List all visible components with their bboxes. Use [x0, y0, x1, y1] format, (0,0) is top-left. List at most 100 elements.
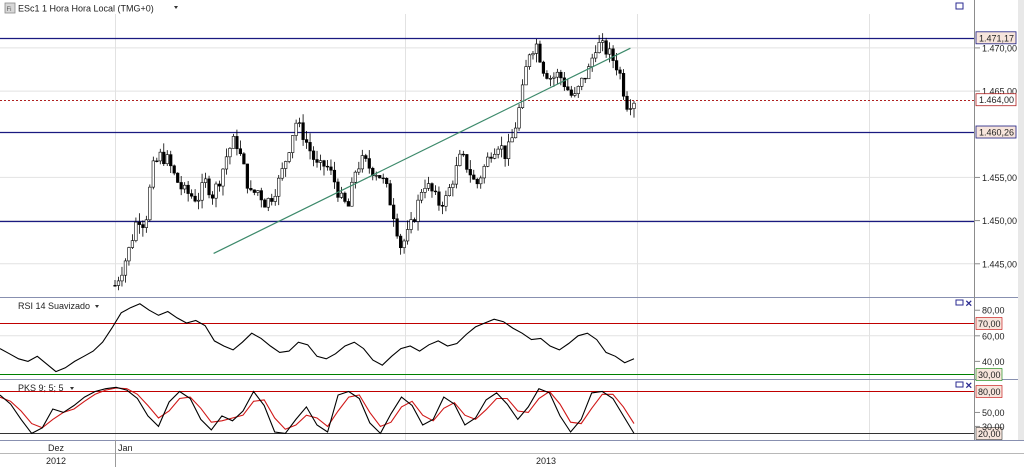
candle[interactable] — [231, 133, 236, 149]
pks-d-line[interactable] — [0, 387, 635, 430]
candle[interactable] — [207, 175, 211, 199]
candle[interactable] — [454, 156, 458, 189]
candle[interactable] — [416, 194, 420, 231]
candle[interactable] — [350, 177, 354, 207]
candle[interactable] — [141, 220, 145, 237]
candle[interactable] — [228, 147, 232, 165]
candle[interactable] — [548, 75, 553, 87]
candle[interactable] — [294, 119, 298, 141]
pks-header[interactable]: PKS 9; 5; 5 — [18, 383, 74, 393]
maximize-icon[interactable] — [955, 381, 964, 388]
candle[interactable] — [263, 198, 267, 208]
candle[interactable] — [336, 178, 340, 202]
trendline[interactable] — [213, 47, 631, 254]
candle[interactable] — [513, 122, 518, 139]
candle[interactable] — [531, 50, 535, 60]
candle[interactable] — [242, 152, 246, 165]
candle[interactable] — [433, 185, 438, 195]
candle[interactable] — [123, 258, 128, 283]
candle[interactable] — [472, 169, 476, 180]
candle[interactable] — [479, 175, 483, 189]
candle[interactable] — [315, 150, 319, 168]
candle[interactable] — [587, 63, 591, 80]
candle[interactable] — [409, 211, 413, 234]
candle[interactable] — [325, 160, 330, 171]
candle[interactable] — [621, 69, 626, 100]
candle[interactable] — [594, 45, 598, 63]
candle[interactable] — [186, 181, 190, 202]
rsi-header[interactable]: RSI 14 Suavizado — [18, 301, 99, 311]
candle[interactable] — [632, 100, 636, 118]
candle[interactable] — [576, 85, 580, 98]
candle[interactable] — [162, 143, 166, 167]
candle[interactable] — [343, 191, 347, 204]
candle[interactable] — [500, 136, 504, 158]
candle[interactable] — [412, 217, 417, 223]
candle[interactable] — [291, 135, 295, 159]
candle[interactable] — [217, 180, 222, 192]
candle[interactable] — [618, 66, 622, 80]
candle[interactable] — [127, 246, 131, 266]
candle[interactable] — [538, 40, 542, 63]
candle[interactable] — [510, 129, 514, 143]
candle[interactable] — [196, 192, 201, 210]
candle[interactable] — [461, 150, 465, 157]
candle[interactable] — [423, 179, 427, 199]
candle[interactable] — [238, 140, 242, 156]
candle[interactable] — [562, 72, 566, 91]
candle[interactable] — [116, 276, 121, 291]
candle[interactable] — [364, 153, 368, 162]
candle[interactable] — [569, 85, 573, 98]
candle[interactable] — [517, 104, 521, 131]
candle[interactable] — [277, 174, 281, 206]
dropdown-caret-icon[interactable] — [70, 387, 74, 390]
close-icon[interactable]: ✕ — [965, 381, 973, 391]
horizontal-lines[interactable] — [0, 37, 974, 223]
candle[interactable] — [249, 180, 253, 192]
pks-k-line[interactable] — [0, 386, 635, 435]
main-chart-header[interactable]: Fi ESc1 1 Hora Hora Local (TMG+0) — [4, 2, 178, 14]
candle[interactable] — [520, 79, 525, 110]
candle[interactable] — [256, 189, 260, 196]
candle[interactable] — [172, 164, 176, 176]
candle[interactable] — [527, 53, 532, 70]
candle[interactable] — [200, 173, 204, 209]
candle[interactable] — [458, 149, 462, 167]
candle[interactable] — [193, 189, 197, 203]
candle[interactable] — [259, 187, 263, 208]
candle[interactable] — [475, 177, 479, 189]
maximize-icon[interactable] — [955, 2, 964, 10]
candle[interactable] — [311, 146, 316, 167]
candle[interactable] — [322, 159, 326, 176]
candle[interactable] — [148, 184, 152, 222]
candle[interactable] — [280, 162, 284, 181]
candle[interactable] — [224, 148, 229, 175]
dropdown-caret-icon[interactable] — [95, 305, 99, 308]
candle[interactable] — [308, 133, 312, 160]
candle[interactable] — [482, 164, 486, 184]
candle[interactable] — [614, 53, 619, 76]
candle[interactable] — [628, 99, 633, 116]
candle[interactable] — [419, 188, 424, 204]
candle[interactable] — [301, 114, 305, 146]
candle[interactable] — [270, 193, 274, 206]
candle[interactable] — [545, 70, 549, 80]
candle[interactable] — [113, 280, 117, 287]
candle[interactable] — [534, 38, 539, 63]
candle[interactable] — [176, 172, 180, 183]
time-axis[interactable]: Dez Jan 2012 2013 — [46, 440, 556, 467]
candle[interactable] — [430, 182, 434, 198]
candle[interactable] — [273, 189, 277, 206]
candle[interactable] — [399, 233, 403, 255]
candle[interactable] — [437, 186, 441, 211]
close-icon[interactable]: ✕ — [965, 299, 973, 309]
candle[interactable] — [346, 198, 350, 207]
dropdown-caret-icon[interactable] — [174, 6, 178, 9]
candle[interactable] — [395, 213, 399, 239]
candle[interactable] — [573, 87, 577, 98]
candle[interactable] — [402, 238, 406, 254]
candle[interactable] — [144, 215, 148, 233]
candle[interactable] — [235, 129, 239, 156]
candle[interactable] — [580, 77, 584, 91]
maximize-icon[interactable] — [955, 299, 964, 306]
